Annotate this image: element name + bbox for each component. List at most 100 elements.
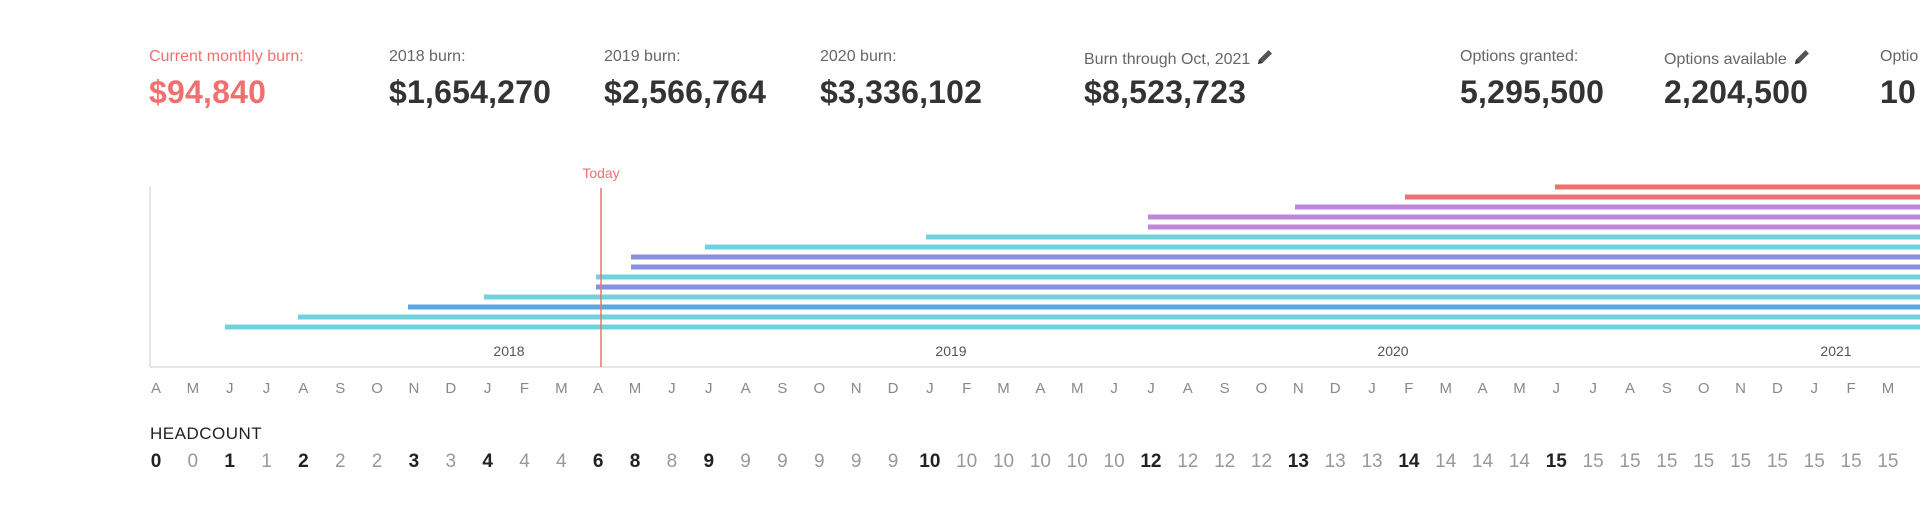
- headcount-value: 14: [1472, 451, 1494, 472]
- headcount-value: 12: [1214, 451, 1236, 472]
- month-label: O: [813, 380, 826, 397]
- headcount-value: 10: [992, 451, 1015, 472]
- month-label: M: [1439, 380, 1453, 397]
- headcount-value: 3: [445, 451, 457, 472]
- stat-value: 5,295,500: [1460, 74, 1605, 110]
- headcount-value: 15: [1656, 451, 1678, 472]
- headcount-value: 10: [919, 451, 941, 472]
- month-label: A: [1035, 380, 1046, 397]
- month-label: F: [519, 380, 530, 397]
- month-label: J: [1552, 380, 1561, 397]
- headcount-value: 3: [408, 451, 420, 472]
- month-label: A: [1477, 380, 1488, 397]
- headcount-value: 13: [1361, 451, 1383, 472]
- year-label: 2021: [1820, 343, 1851, 359]
- headcount-value: 9: [777, 451, 788, 472]
- headcount-value: 1: [224, 451, 235, 472]
- month-label: J: [1589, 380, 1597, 397]
- month-label: M: [186, 380, 200, 397]
- month-label: A: [298, 380, 309, 397]
- month-label: M: [1881, 380, 1895, 397]
- month-label: J: [1110, 380, 1118, 397]
- month-label: M: [997, 380, 1010, 397]
- headcount-value: 12: [1140, 451, 1162, 472]
- headcount-value: 12: [1177, 451, 1199, 472]
- month-label: A: [593, 380, 604, 397]
- headcount-value: 13: [1287, 451, 1309, 472]
- headcount-value: 8: [629, 451, 641, 472]
- stat-value: $3,336,102: [820, 74, 983, 110]
- headcount-value: 2: [334, 451, 346, 472]
- headcount-value: 15: [1729, 451, 1752, 472]
- month-label: J: [1368, 380, 1376, 397]
- headcount-value: 0: [187, 451, 199, 472]
- month-label: F: [1404, 380, 1414, 397]
- month-label: J: [1147, 380, 1155, 397]
- headcount-value: 9: [850, 451, 862, 472]
- headcount-value: 15: [1545, 451, 1567, 472]
- month-label: S: [777, 380, 788, 397]
- headcount-value: 14: [1435, 451, 1457, 472]
- headcount-value: 0: [150, 451, 162, 472]
- month-label: O: [1255, 380, 1268, 397]
- headcount-value: 13: [1324, 451, 1346, 472]
- headcount-value: 10: [1066, 451, 1088, 472]
- headcount-value: 12: [1250, 451, 1273, 472]
- month-label: F: [1846, 380, 1856, 397]
- headcount-value: 4: [482, 451, 493, 472]
- stat-label: Options granted:: [1460, 48, 1579, 65]
- stat-value: $2,566,764: [604, 74, 767, 110]
- month-label: J: [225, 380, 234, 397]
- month-label: J: [705, 380, 713, 397]
- month-label: A: [150, 380, 162, 397]
- month-label: J: [926, 380, 934, 397]
- headcount-value: 15: [1877, 451, 1899, 472]
- pencil-edit-icon[interactable]: [1787, 50, 1811, 68]
- headcount-value: 10: [956, 451, 978, 472]
- month-label: D: [1771, 380, 1783, 397]
- headcount-value: 9: [814, 451, 825, 472]
- pencil-edit-icon[interactable]: [1250, 50, 1274, 68]
- stat-label: 2018 burn:: [389, 48, 466, 65]
- headcount-value: 15: [1619, 451, 1641, 472]
- headcount-value: 15: [1840, 451, 1862, 472]
- headcount-value: 4: [519, 451, 530, 472]
- headcount-value: 8: [666, 451, 678, 472]
- headcount-value: 10: [1103, 451, 1125, 472]
- month-label: D: [887, 380, 899, 397]
- timeline-year-labels: 2018 2019 2020 2021: [493, 343, 1851, 359]
- stat-label: Burn through Oct, 2021: [1084, 48, 1274, 69]
- month-label: J: [483, 380, 492, 397]
- month-label: J: [262, 380, 271, 397]
- stat-label: 2019 burn:: [604, 48, 681, 65]
- headcount-value: 9: [887, 451, 899, 472]
- headcount-value: 6: [592, 451, 604, 472]
- headcount-value: 4: [556, 451, 567, 472]
- headcount-value: 15: [1766, 451, 1788, 472]
- stat-value: 10: [1880, 74, 1916, 110]
- month-label: O: [371, 380, 383, 397]
- headcount-value: 10: [1029, 451, 1051, 472]
- headcount-value: 2: [371, 451, 383, 472]
- stat-value: $94,840: [149, 74, 267, 110]
- month-label: A: [740, 380, 751, 397]
- month-label: J: [1810, 380, 1819, 397]
- year-label: 2019: [935, 343, 966, 359]
- month-label: S: [1661, 380, 1672, 397]
- year-label: 2020: [1377, 343, 1408, 359]
- headcount-value: 14: [1508, 451, 1531, 472]
- month-label: M: [555, 380, 568, 397]
- stat-value: 2,204,500: [1664, 74, 1809, 110]
- year-label: 2018: [493, 343, 524, 359]
- headcount-value: 1: [261, 451, 272, 472]
- headcount-value: 2: [298, 451, 309, 472]
- month-label: F: [962, 380, 972, 397]
- stat-value: $8,523,723: [1084, 74, 1247, 110]
- headcount-value: 15: [1693, 451, 1715, 472]
- headcount-value: 15: [1803, 451, 1825, 472]
- timeline-bars: [225, 184, 1920, 330]
- month-label: O: [1697, 380, 1710, 397]
- stat-label: Optio: [1880, 48, 1919, 65]
- headcount-value: 9: [740, 451, 751, 472]
- month-label: N: [850, 380, 862, 397]
